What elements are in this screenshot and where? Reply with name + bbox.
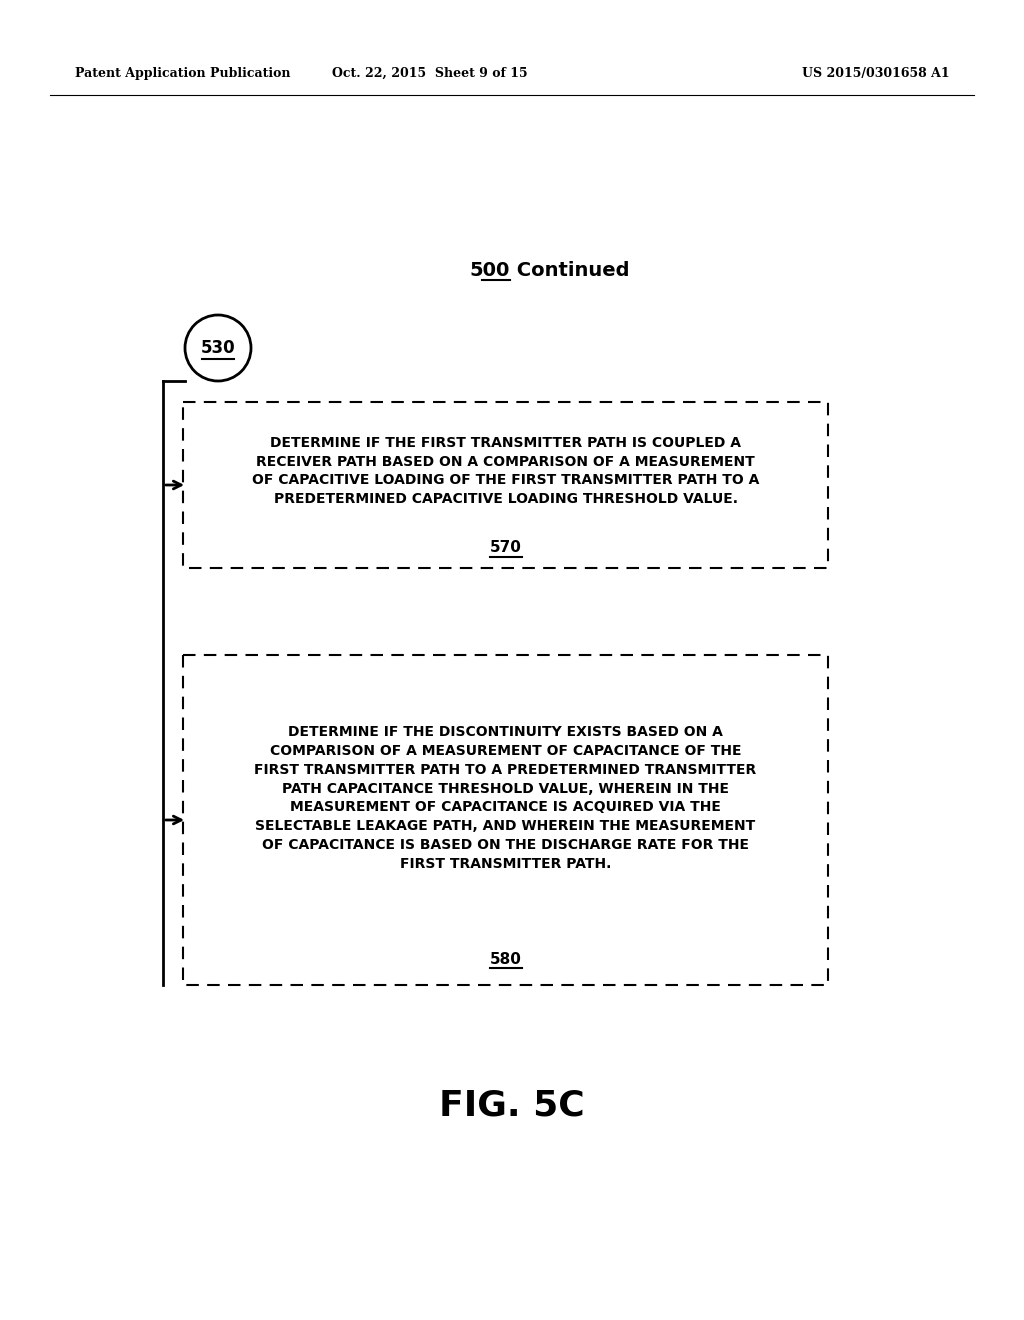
Text: DETERMINE IF THE DISCONTINUITY EXISTS BASED ON A
COMPARISON OF A MEASUREMENT OF : DETERMINE IF THE DISCONTINUITY EXISTS BA… [254,725,757,871]
Text: US 2015/0301658 A1: US 2015/0301658 A1 [803,66,950,79]
Text: 570: 570 [489,540,521,556]
Text: 530: 530 [201,339,236,356]
Text: Oct. 22, 2015  Sheet 9 of 15: Oct. 22, 2015 Sheet 9 of 15 [332,66,527,79]
Text: 580: 580 [489,952,521,966]
Text: DETERMINE IF THE FIRST TRANSMITTER PATH IS COUPLED A
RECEIVER PATH BASED ON A CO: DETERMINE IF THE FIRST TRANSMITTER PATH … [252,436,759,507]
Text: FIG. 5C: FIG. 5C [439,1088,585,1122]
Bar [183,655,828,985]
Text: 500: 500 [470,260,510,280]
Text: Patent Application Publication: Patent Application Publication [75,66,291,79]
Text: Continued: Continued [510,260,630,280]
Bar [183,403,828,568]
